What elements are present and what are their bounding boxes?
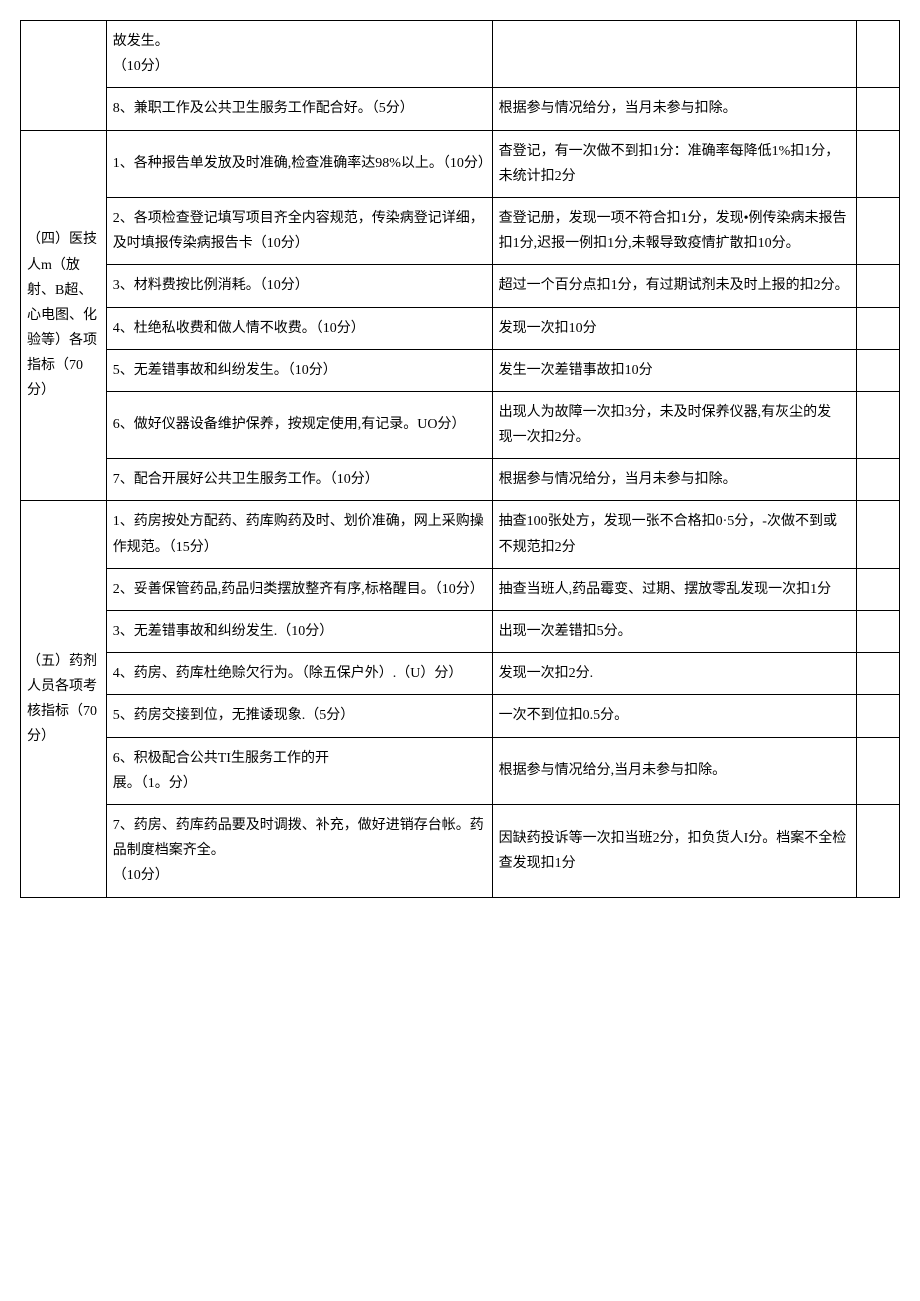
score-cell (857, 653, 900, 695)
table-row: 7、药房、药库药品要及时调拨、补充，做好进销存台帐。药品制度档案齐全。（10分）… (21, 804, 900, 897)
table-row: 6、积极配合公共TI生服务工作的开展。（1。分） 根据参与情况给分,当月未参与扣… (21, 737, 900, 804)
criteria-cell: 根据参与情况给分,当月未参与扣除。 (492, 737, 856, 804)
table-row: （五）药剂人员各项考核指标（70分） 1、药房按处方配药、药库购药及时、划价准确… (21, 501, 900, 568)
table-row: （四）医技人m（放射、B超、心电图、化验等）各项指标（70分） 1、各种报告单发… (21, 130, 900, 197)
criteria-cell: 一次不到位扣0.5分。 (492, 695, 856, 737)
score-cell (857, 695, 900, 737)
category-cell: （四）医技人m（放射、B超、心电图、化验等）各项指标（70分） (21, 130, 107, 501)
score-cell (857, 501, 900, 568)
score-cell (857, 804, 900, 897)
item-cell: 5、药房交接到位，无推诿现象.（5分） (106, 695, 492, 737)
score-cell (857, 21, 900, 88)
table-row: 7、配合开展好公共卫生服务工作。（10分） 根据参与情况给分，当月未参与扣除。 (21, 459, 900, 501)
criteria-cell: 出现人为故障一次扣3分，未及时保养仪器,有灰尘的发现一次扣2分。 (492, 391, 856, 458)
score-cell (857, 88, 900, 130)
table-row: 4、药房、药库杜绝赊欠行为。（除五保户外）.（U）分） 发现一次扣2分. (21, 653, 900, 695)
item-cell: 8、兼职工作及公共卫生服务工作配合好。（5分） (106, 88, 492, 130)
table-row: 5、药房交接到位，无推诿现象.（5分） 一次不到位扣0.5分。 (21, 695, 900, 737)
item-cell: 4、药房、药库杜绝赊欠行为。（除五保户外）.（U）分） (106, 653, 492, 695)
table-row: 故发生。（10分） (21, 21, 900, 88)
item-cell: 2、妥善保管药品,药品归类摆放整齐有序,标格醒目。（10分） (106, 568, 492, 610)
item-cell: 7、配合开展好公共卫生服务工作。（10分） (106, 459, 492, 501)
score-cell (857, 568, 900, 610)
criteria-cell: 抽查当班人,药品霉变、过期、摆放零乱发现一次扣1分 (492, 568, 856, 610)
criteria-cell: 根据参与情况给分，当月未参与扣除。 (492, 88, 856, 130)
item-cell: 3、无差错事故和纠纷发生.（10分） (106, 611, 492, 653)
score-cell (857, 391, 900, 458)
item-cell: 7、药房、药库药品要及时调拨、补充，做好进销存台帐。药品制度档案齐全。（10分） (106, 804, 492, 897)
item-cell: 5、无差错事故和纠纷发生。（10分） (106, 349, 492, 391)
category-cell: （五）药剂人员各项考核指标（70分） (21, 501, 107, 897)
criteria-cell: 发现一次扣10分 (492, 307, 856, 349)
criteria-cell: 因缺药投诉等一次扣当班2分，扣负货人I分。档案不全检查发现扣1分 (492, 804, 856, 897)
score-cell (857, 130, 900, 197)
item-cell: 6、做好仪器设备维护保养，按规定使用,有记录。UO分） (106, 391, 492, 458)
item-cell: 6、积极配合公共TI生服务工作的开展。（1。分） (106, 737, 492, 804)
item-cell: 2、各项检查登记填写项目齐全内容规范，传染病登记详细，及吋填报传染病报告卡（10… (106, 197, 492, 264)
assessment-table: 故发生。（10分） 8、兼职工作及公共卫生服务工作配合好。（5分） 根据参与情况… (20, 20, 900, 898)
score-cell (857, 611, 900, 653)
criteria-cell: 查登记册，发现一项不符合扣1分，发现•例传染病未报告扣1分,迟报一例扣1分,未報… (492, 197, 856, 264)
criteria-cell: 出现一次差错扣5分。 (492, 611, 856, 653)
score-cell (857, 265, 900, 307)
table-row: 3、材料费按比例消耗。（10分） 超过一个百分点扣1分，有过期试剂未及时上报的扣… (21, 265, 900, 307)
criteria-cell: 抽查100张处方，发现一张不合格扣0·5分，-次做不到或不规范扣2分 (492, 501, 856, 568)
criteria-cell: 杳登记，有一次做不到扣1分：准确率每降低1%扣1分，未统计扣2分 (492, 130, 856, 197)
table-row: 4、杜绝私收费和做人情不收费。（10分） 发现一次扣10分 (21, 307, 900, 349)
score-cell (857, 307, 900, 349)
item-cell: 3、材料费按比例消耗。（10分） (106, 265, 492, 307)
item-cell: 1、各种报告单发放及时准确,检查准确率达98%以上。（10分） (106, 130, 492, 197)
criteria-cell: 发现一次扣2分. (492, 653, 856, 695)
score-cell (857, 349, 900, 391)
item-cell: 1、药房按处方配药、药库购药及时、划价准确，网上采购操作规范。（15分） (106, 501, 492, 568)
table-row: 8、兼职工作及公共卫生服务工作配合好。（5分） 根据参与情况给分，当月未参与扣除… (21, 88, 900, 130)
item-cell: 4、杜绝私收费和做人情不收费。（10分） (106, 307, 492, 349)
score-cell (857, 197, 900, 264)
table-row: 3、无差错事故和纠纷发生.（10分） 出现一次差错扣5分。 (21, 611, 900, 653)
table-row: 2、妥善保管药品,药品归类摆放整齐有序,标格醒目。（10分） 抽查当班人,药品霉… (21, 568, 900, 610)
item-cell: 故发生。（10分） (106, 21, 492, 88)
criteria-cell (492, 21, 856, 88)
criteria-cell: 根据参与情况给分，当月未参与扣除。 (492, 459, 856, 501)
score-cell (857, 737, 900, 804)
table-row: 6、做好仪器设备维护保养，按规定使用,有记录。UO分） 出现人为故障一次扣3分，… (21, 391, 900, 458)
criteria-cell: 发生一次差错事故扣10分 (492, 349, 856, 391)
category-cell (21, 21, 107, 131)
table-row: 2、各项检查登记填写项目齐全内容规范，传染病登记详细，及吋填报传染病报告卡（10… (21, 197, 900, 264)
score-cell (857, 459, 900, 501)
table-row: 5、无差错事故和纠纷发生。（10分） 发生一次差错事故扣10分 (21, 349, 900, 391)
criteria-cell: 超过一个百分点扣1分，有过期试剂未及时上报的扣2分。 (492, 265, 856, 307)
